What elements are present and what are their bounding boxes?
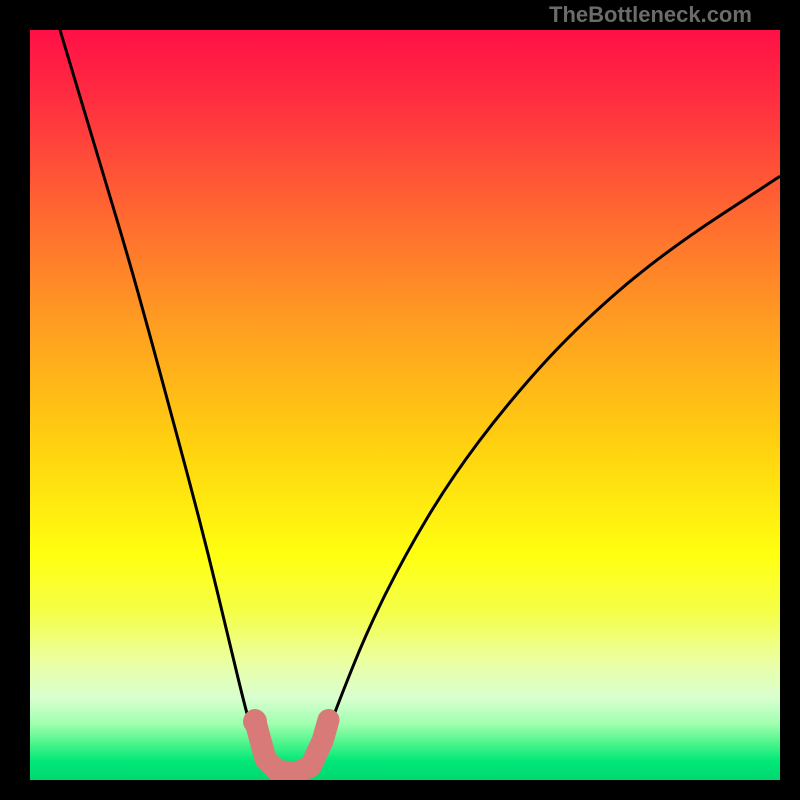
valley-marker-dot	[243, 710, 267, 734]
gradient-background	[30, 30, 780, 780]
chart-container: TheBottleneck.com	[0, 0, 800, 800]
watermark-label: TheBottleneck.com	[549, 2, 752, 28]
chart-svg	[30, 30, 780, 780]
